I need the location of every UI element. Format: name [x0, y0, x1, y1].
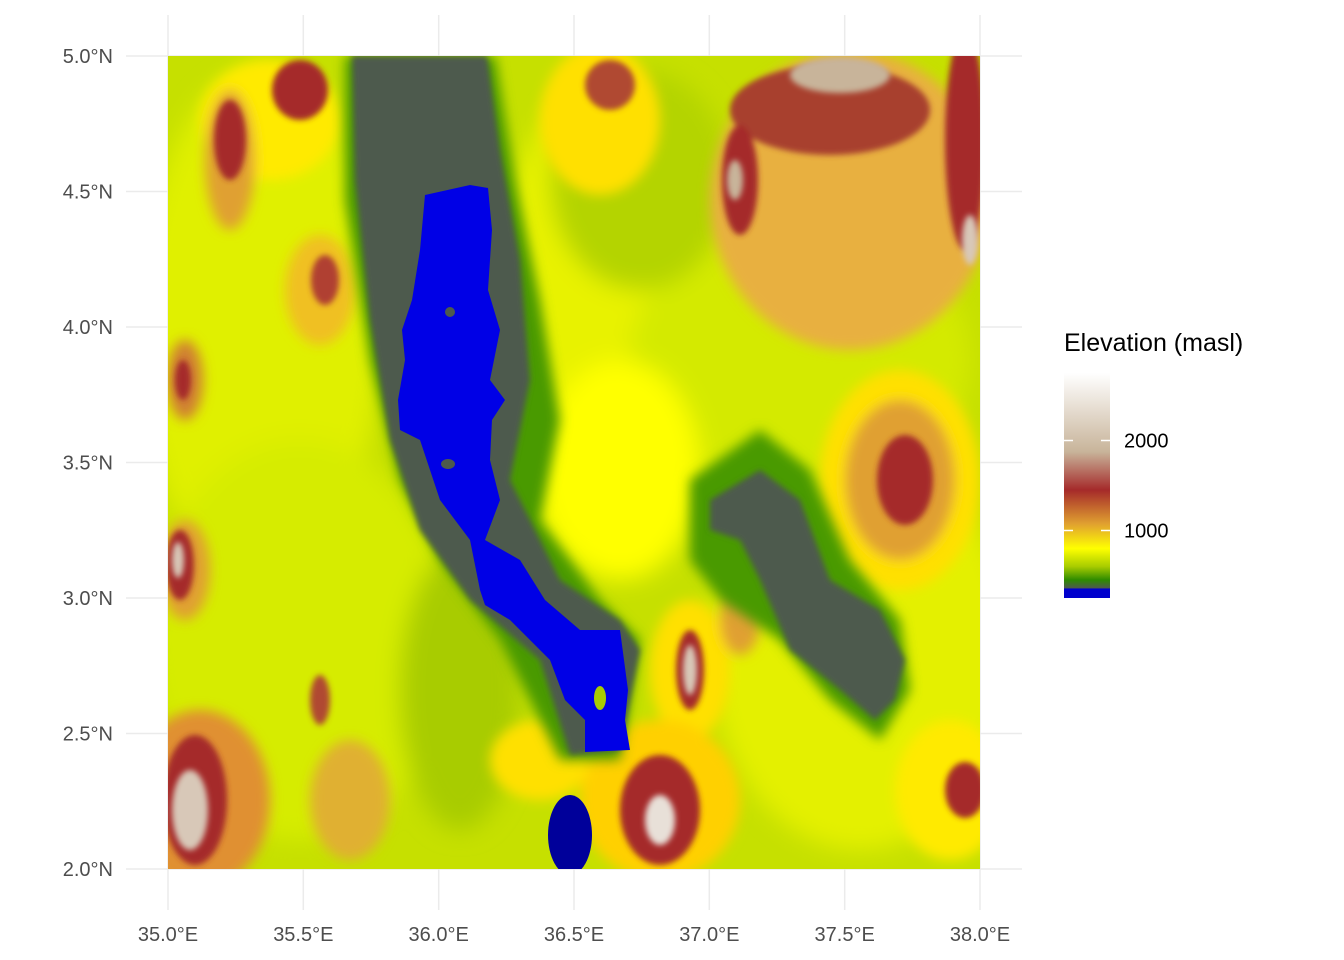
y-tick-label: 4.5°N [63, 182, 113, 204]
legend-label: 1000 [1124, 521, 1169, 543]
x-tick-label: 37.0°E [679, 924, 739, 946]
y-tick-label: 3.5°N [63, 453, 113, 475]
y-axis-tick-labels: 2.0°N 2.5°N 3.0°N 3.5°N 4.0°N 4.5°N 5.0°N [63, 46, 113, 881]
legend-title: Elevation (masl) [1064, 329, 1243, 357]
x-tick-label: 36.5°E [544, 924, 604, 946]
legend-labels: 1000 2000 [1064, 431, 1169, 543]
lake-stefanie [548, 795, 592, 869]
elevation-raster [168, 56, 980, 869]
y-tick-label: 2.5°N [63, 724, 113, 746]
legend: Elevation (masl) 1000 2000 [1064, 329, 1243, 598]
x-tick-label: 37.5°E [815, 924, 875, 946]
lake-turkana [398, 185, 630, 752]
x-tick-label: 38.0°E [950, 924, 1010, 946]
x-tick-label: 35.5°E [273, 924, 333, 946]
legend-label: 2000 [1124, 431, 1169, 453]
y-tick-label: 4.0°N [63, 317, 113, 339]
y-tick-label: 5.0°N [63, 46, 113, 68]
y-tick-label: 3.0°N [63, 588, 113, 610]
x-tick-label: 35.0°E [138, 924, 198, 946]
x-axis-tick-labels: 35.0°E 35.5°E 36.0°E 36.5°E 37.0°E 37.5°E 38.0… [138, 924, 1010, 946]
legend-colorbar [1064, 373, 1110, 598]
y-tick-label: 2.0°N [63, 859, 113, 881]
x-tick-label: 36.0°E [409, 924, 469, 946]
